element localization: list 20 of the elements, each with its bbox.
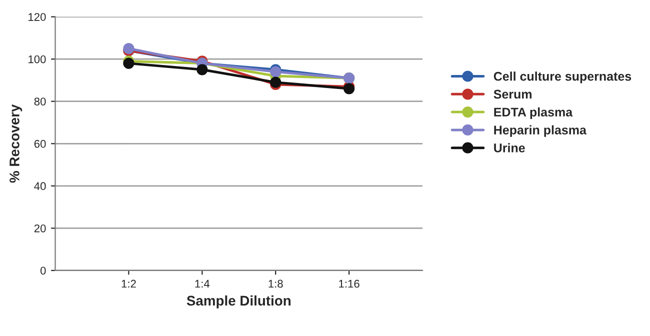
x-tick-label: 1:8 bbox=[268, 280, 283, 288]
point bbox=[196, 64, 208, 76]
y-tick-label: 60 bbox=[34, 140, 46, 148]
x-axis-title: Sample Dilution bbox=[186, 295, 290, 308]
legend-label: EDTA plasma bbox=[494, 107, 573, 120]
y-tick-label: 20 bbox=[34, 224, 46, 232]
y-tick-label: 0 bbox=[40, 266, 46, 275]
legend-label: Cell culture supernates bbox=[494, 72, 632, 84]
y-tick-label: 100 bbox=[28, 55, 46, 64]
y-tick-label: 80 bbox=[34, 98, 46, 106]
legend-label: Serum bbox=[494, 90, 532, 99]
y-axis-title: % Recovery bbox=[10, 104, 22, 183]
x-tick-label: 1:4 bbox=[195, 280, 210, 288]
y-tick-label: 40 bbox=[34, 182, 46, 190]
point bbox=[123, 42, 134, 54]
legend-label: Urine bbox=[494, 143, 525, 152]
legend-label: Heparin plasma bbox=[494, 125, 587, 137]
y-tick-label: 120 bbox=[28, 13, 46, 21]
x-tick-label: 1:2 bbox=[122, 280, 136, 288]
x-tick-label: 1:16 bbox=[339, 280, 360, 288]
